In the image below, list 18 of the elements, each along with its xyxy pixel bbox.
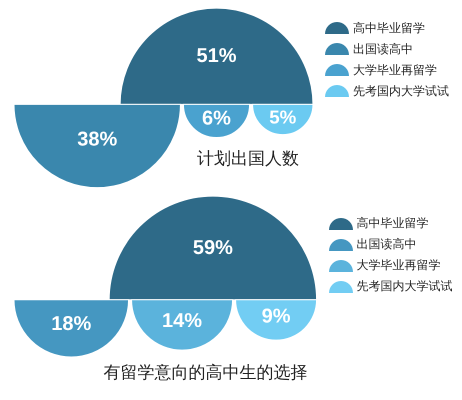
category-label: 大学毕业再留学: [352, 62, 437, 79]
data-label: 5%: [269, 106, 297, 128]
data-label: 18%: [51, 312, 92, 335]
category-label: 高中毕业留学: [356, 215, 429, 232]
data-label: 9%: [262, 306, 291, 328]
category-label: 高中毕业留学: [352, 20, 425, 37]
data-label: 14%: [162, 310, 202, 332]
data-label: 38%: [77, 128, 118, 150]
category-label: 先考国内大学试试: [352, 82, 449, 100]
data-label: 59%: [192, 236, 234, 259]
category-label: 出国读高中: [352, 40, 413, 58]
text: 有留学意向的高中生的选择: [103, 362, 308, 384]
category-label: 先考国内大学试试: [356, 278, 453, 296]
data-label: 51%: [196, 45, 237, 68]
category-label: 大学毕业再留学: [356, 257, 441, 274]
data-label: 6%: [202, 107, 232, 130]
text: 计划出国人数: [197, 148, 300, 170]
category-label: 出国读高中: [356, 236, 417, 254]
